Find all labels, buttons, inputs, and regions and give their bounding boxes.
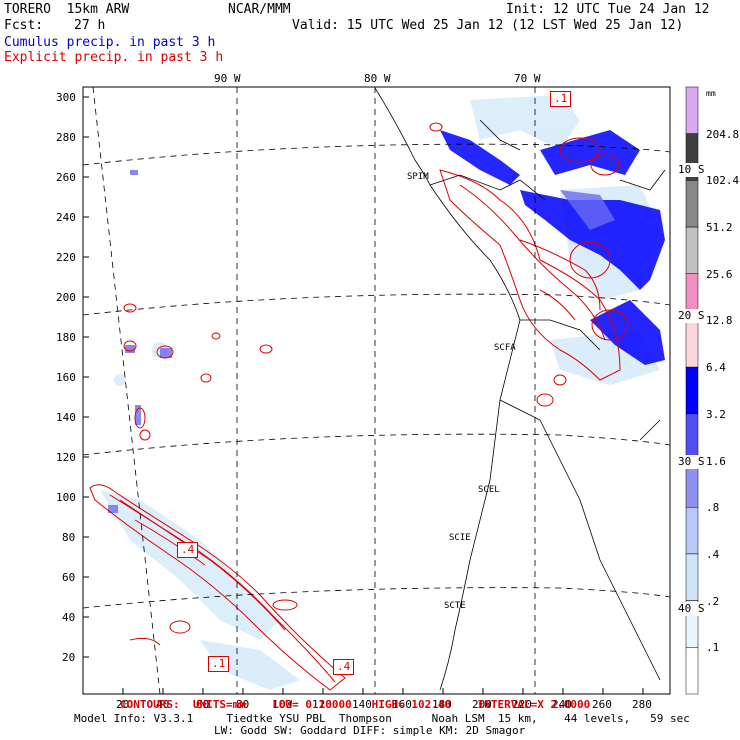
valid-time: Valid: 15 UTC Wed 25 Jan 12 (12 LST Wed …	[292, 18, 684, 33]
colorbar-swatch	[685, 366, 699, 415]
y-tick-120: 120	[56, 451, 76, 464]
colorbar-level-label: .8	[706, 501, 720, 515]
colorbar-level-label: .2	[706, 594, 720, 608]
x-axis-ticks	[122, 688, 644, 694]
x-tick-160: 160	[392, 698, 412, 711]
x-tick-260: 260	[592, 698, 612, 711]
model-info-physics: LW: Godd SW: Goddard DIFF: simple KM: 2D…	[214, 724, 526, 737]
contour-label-box: .4	[333, 659, 355, 675]
y-tick-280: 280	[56, 131, 76, 144]
colorbar-swatch	[685, 506, 699, 555]
x-tick-180: 180	[432, 698, 452, 711]
model-info: Model Info: V3.3.1 Tiedtke YSU PBL Thomp…	[74, 712, 690, 725]
org-label: NCAR/MMM	[228, 2, 291, 17]
x-tick-120: 120	[312, 698, 332, 711]
lon-label-70w: 70 W	[514, 72, 541, 85]
colorbar-unit: mm	[706, 89, 716, 98]
colorbar-swatch	[685, 647, 699, 695]
init-time: Init: 12 UTC Tue 24 Jan 12	[506, 2, 710, 17]
contour-info: CONTOURS: UNITS=mm LOW= 0.10000 HIGH= 10…	[120, 698, 591, 711]
y-tick-20: 20	[62, 651, 76, 664]
colorbar-level-label: .4	[706, 547, 720, 561]
x-tick-140: 140	[352, 698, 372, 711]
colorbar-level-label: 1.6	[706, 454, 726, 468]
forecast-label: Fcst:	[4, 18, 44, 33]
colorbar-level-label: 204.8	[706, 127, 740, 141]
x-tick-100: 100	[272, 698, 292, 711]
explicit-field-title: Explicit precip. in past 3 h	[4, 50, 224, 65]
colorbar-level-label: .1	[706, 641, 720, 655]
x-tick-60: 60	[196, 698, 210, 711]
explicit-precip-contours	[89, 122, 629, 691]
model-title: TORERO 15km ARW	[4, 2, 130, 17]
y-tick-160: 160	[56, 371, 76, 384]
station-scte: SCTE	[444, 601, 466, 611]
station-scie: SCIE	[449, 533, 471, 543]
colorbar-swatch	[685, 413, 699, 461]
lon-label-90w: 90 W	[214, 72, 241, 85]
colorbar-swatch	[685, 553, 699, 601]
lat-lon-grid	[82, 86, 671, 695]
y-tick-220: 220	[56, 251, 76, 264]
y-axis-ticks	[83, 96, 89, 658]
cumulus-field-title: Cumulus precip. in past 3 h	[4, 35, 216, 50]
contour-label-box: .1	[208, 656, 230, 672]
y-tick-260: 260	[56, 171, 76, 184]
colorbar-swatch	[685, 226, 699, 275]
station-spim: SPIM	[407, 172, 429, 182]
colorbar-level-label: 51.2	[706, 221, 733, 235]
y-tick-100: 100	[56, 491, 76, 504]
y-tick-140: 140	[56, 411, 76, 424]
colorbar-swatch	[685, 180, 699, 228]
colorbar-level-label: 25.6	[706, 267, 733, 281]
colorbar-level-label: 3.2	[706, 407, 726, 421]
x-tick-240: 240	[552, 698, 572, 711]
colorbar-swatch	[685, 320, 699, 368]
lat-label-30s: 30 S	[678, 455, 705, 469]
y-tick-60: 60	[62, 571, 76, 584]
x-tick-280: 280	[632, 698, 652, 711]
x-tick-220: 220	[512, 698, 532, 711]
colorbar-level-label: 102.4	[706, 174, 740, 188]
station-scfa: SCFA	[494, 343, 516, 353]
x-tick-80: 80	[236, 698, 250, 711]
y-tick-200: 200	[56, 291, 76, 304]
cumulus-precip-medium	[108, 170, 615, 513]
x-tick-40: 40	[156, 698, 170, 711]
y-tick-40: 40	[62, 611, 76, 624]
colorbar-swatch	[685, 86, 699, 134]
y-tick-240: 240	[56, 211, 76, 224]
lon-label-80w: 80 W	[364, 72, 391, 85]
lat-label-20s: 20 S	[678, 309, 705, 323]
lat-label-10s: 10 S	[678, 163, 705, 177]
contour-label-box: .1	[550, 91, 572, 107]
y-tick-300: 300	[56, 91, 76, 104]
y-tick-180: 180	[56, 331, 76, 344]
contour-label-box: .4	[177, 542, 199, 558]
map-frame	[82, 86, 671, 695]
forecast-hour: 27 h	[74, 18, 106, 33]
y-tick-80: 80	[62, 531, 76, 544]
station-scel: SCEL	[478, 485, 500, 495]
coastline	[374, 87, 666, 691]
colorbar-level-label: 12.8	[706, 314, 733, 328]
lat-label-40s: 40 S	[678, 602, 705, 616]
x-tick-200: 200	[472, 698, 492, 711]
colorbar-level-label: 6.4	[706, 361, 726, 375]
x-tick-20: 20	[116, 698, 130, 711]
